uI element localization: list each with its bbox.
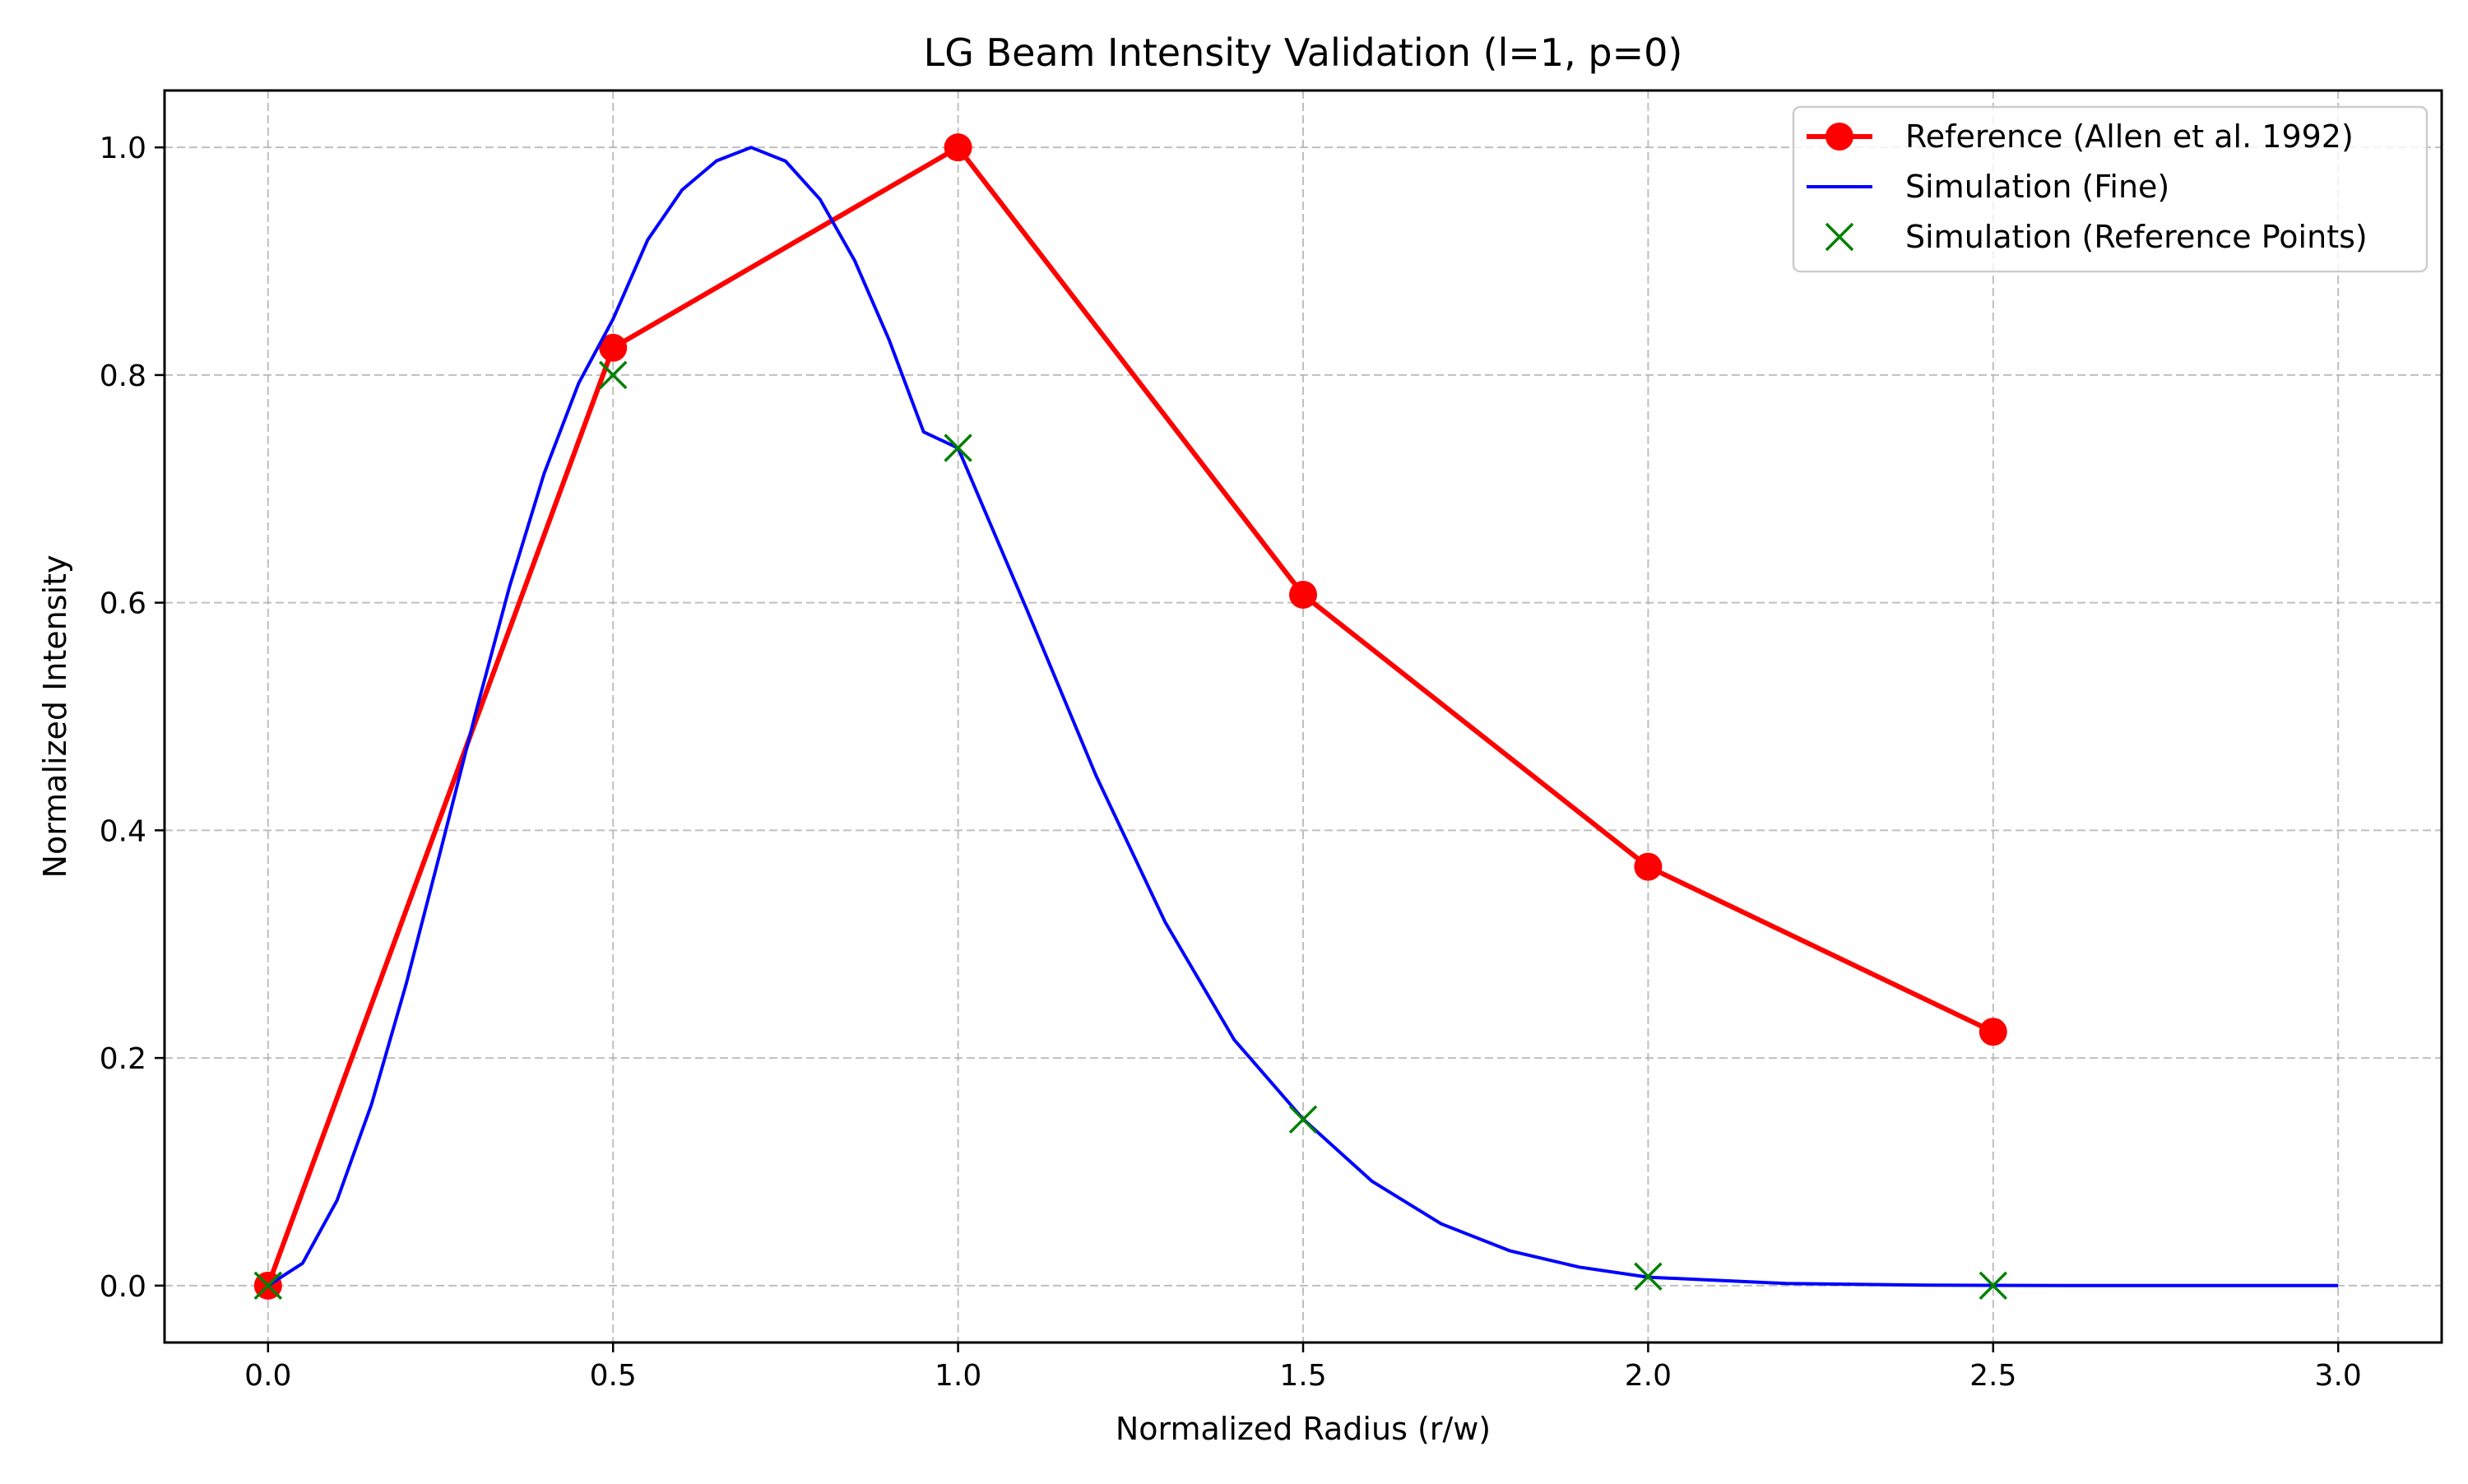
y-tick-label-1: 0.2 [100,1042,146,1076]
marker-x-2-0 [253,1271,283,1301]
marker-circle-0-2 [944,133,972,162]
legend-label-0: Reference (Allen et al. 1992) [1905,118,2354,155]
x-tick-label-3: 1.5 [1279,1359,1326,1393]
legend-marker-2 [1825,222,1854,252]
legend-entry-reference-allen-et-al-1992: Reference (Allen et al. 1992) [1807,118,2354,155]
legend-label-1: Simulation (Fine) [1905,169,2169,205]
chart-title: LG Beam Intensity Validation (l=1, p=0) [924,30,1683,75]
y-tick-label-5: 1.0 [100,132,146,165]
series-simulation-fine [267,146,2339,1287]
y-tick-label-4: 0.8 [100,359,146,393]
x-axis: 0.0 0.5 1.0 1.5 2.0 2.5 3.0 [244,1343,2362,1393]
x-tick-label-5: 2.5 [1969,1359,2016,1393]
marker-x-2-2 [944,434,972,462]
y-tick-label-3: 0.6 [100,587,146,621]
series-line-simulation-fine [267,146,2339,1287]
marker-x-2-5 [1979,1271,2008,1301]
y-axis-label: Normalized Intensity [37,555,73,879]
x-tick-label-1: 0.5 [590,1359,637,1393]
marker-x-2-1 [598,360,628,390]
legend-entry-simulation-fine: Simulation (Fine) [1807,169,2169,205]
legend-marker-0 [1825,123,1853,151]
legend-frame [1792,105,2429,273]
x-tick-label-4: 2.0 [1625,1359,1672,1393]
y-axis: 0.0 0.2 0.4 0.6 0.8 1.0 [100,132,165,1304]
x-tick-label-6: 3.0 [2315,1359,2362,1393]
y-tick-label-0: 0.0 [100,1270,146,1304]
legend-entry-simulation-reference-points: Simulation (Reference Points) [1825,219,2368,255]
series-layer [253,133,2339,1301]
x-tick-label-0: 0.0 [244,1359,291,1393]
legend-label-2: Simulation (Reference Points) [1905,219,2368,255]
marker-circle-0-3 [1289,580,1317,609]
series-reference-allen-et-al-1992 [253,133,2007,1300]
marker-x-2-3 [1288,1105,1318,1134]
x-axis-label: Normalized Radius (r/w) [1116,1411,1491,1447]
x-tick-label-2: 1.0 [935,1359,981,1393]
marker-circle-0-1 [599,333,628,362]
legend: Reference (Allen et al. 1992) Simulation … [1792,105,2429,273]
marker-x-2-4 [1634,1262,1663,1291]
marker-circle-0-5 [1979,1018,2007,1046]
series-line-reference-allen-et-al-1992 [265,145,1995,1287]
marker-circle-0-4 [1634,852,1663,881]
y-tick-label-2: 0.4 [100,814,146,848]
series-simulation-reference-points [253,360,2008,1301]
